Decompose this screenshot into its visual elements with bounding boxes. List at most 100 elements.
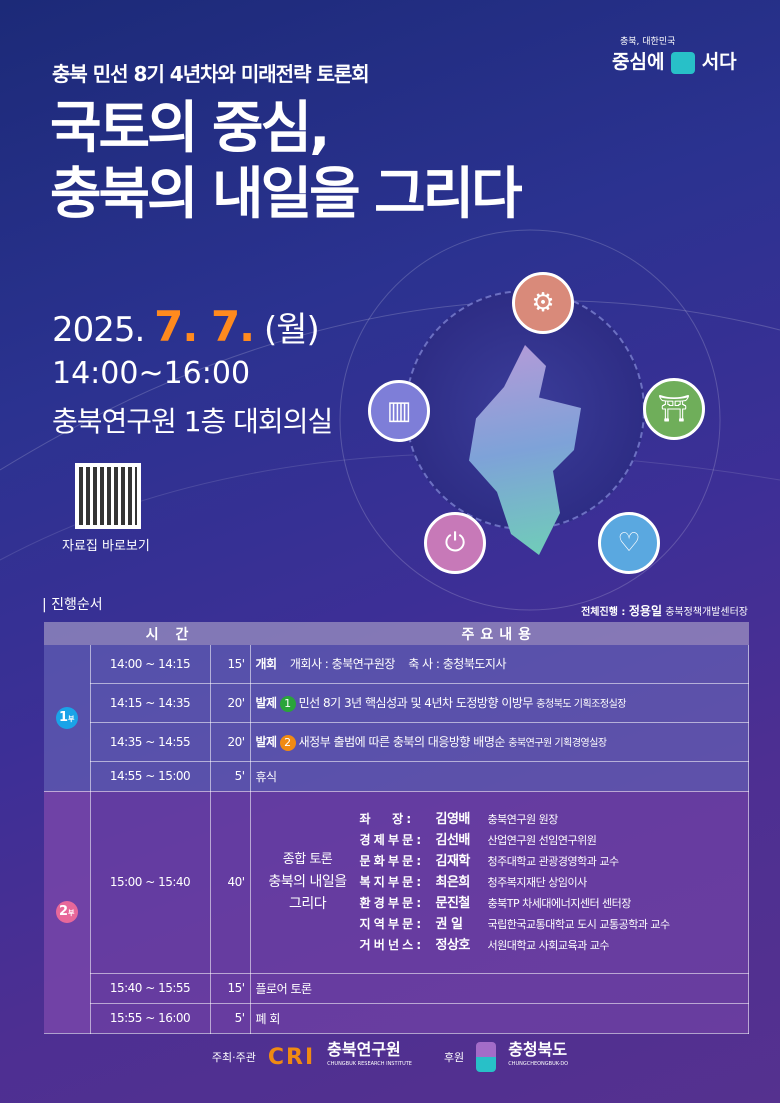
decor-arc [0, 300, 780, 471]
speaker: 배명순 [473, 734, 505, 749]
eco-plug-icon: ⏻ [424, 512, 486, 574]
slogan-small: 충북, 대한민국 [620, 37, 676, 47]
qr-label[interactable]: 자료집 바로보기 [62, 539, 150, 554]
event-place: 충북연구원 1층 대회의실 [52, 405, 333, 438]
number-badge: 2 [279, 734, 296, 751]
row-content: 발제 1 민선 8기 3년 핵심성과 및 4년차 도정방향 이방무 충청북도 기획조… [250, 683, 750, 723]
discussion-title-1: 종합 토론 [282, 852, 333, 867]
slogan-right: 서다 [701, 51, 737, 73]
title-line-1: 국토의 중심, [50, 96, 330, 161]
cri-logo: CRI [267, 1044, 316, 1070]
number-badge: 1 [279, 695, 296, 712]
date-year: 2025. [52, 310, 145, 350]
cri-en: CHUNGBUK RESEARCH INSTITUTE [327, 1061, 412, 1067]
speaker: 이방무 [501, 695, 533, 710]
row-time: 14:00 ~ 14:15 [90, 645, 211, 684]
row-time: 14:15 ~ 14:35 [90, 683, 211, 723]
speaker-org: 충북연구원 기획경영실장 [508, 737, 607, 749]
panel-org: 산업연구원 선임연구위원 [487, 833, 597, 847]
row-min: 5' [210, 1003, 251, 1034]
panel-org: 서원대학교 사회교육과 교수 [487, 938, 610, 952]
footer: 주최·주관 CRI 충북연구원 CHUNGBUK RESEARCH INSTITU… [0, 1042, 780, 1072]
panel-org: 국립한국교통대학교 도시 교통공학과 교수 [487, 917, 671, 931]
table-row: 14:15 ~ 14:35 20' 발제 1 민선 8기 3년 핵심성과 및 4년차… [44, 683, 750, 723]
row-min: 20' [210, 722, 251, 762]
row-content: 휴식 [250, 761, 750, 792]
poster-title: 국토의 중심, 충북의 내일을 그리다 [50, 96, 523, 228]
sponsor-name: 충청북도 [508, 1040, 568, 1059]
panel-name: 김선배 [435, 832, 471, 848]
date-day: (월) [263, 310, 320, 350]
panel-org: 충북연구원 원장 [487, 812, 559, 826]
host-label: 전체진행 : [581, 607, 629, 618]
section-title-text: 진행순서 [51, 597, 103, 613]
panel-name: 권 일 [435, 916, 463, 932]
panel-role: 환 경 부 문 : [359, 895, 422, 910]
opening-speech: 개회사 : 충북연구원장 [289, 657, 396, 672]
cri-name: 충북연구원 [327, 1040, 401, 1059]
part-2-badge: 2부 [55, 901, 78, 923]
panel-org: 청주대학교 관광경영학과 교수 [487, 854, 620, 868]
row-time: 15:00 ~ 15:40 [90, 791, 211, 974]
panel-role: 거 버 넌 스 : [359, 937, 422, 952]
header-content: 주요내용 [250, 622, 749, 645]
header-part [44, 622, 90, 645]
table-row: 15:55 ~ 16:00 5' 폐 회 [44, 1003, 750, 1034]
discussion-title-3: 그리다 [288, 896, 327, 912]
host-label: 주최·주관 [211, 1051, 256, 1064]
panel-org: 청주복지재단 상임이사 [487, 875, 588, 889]
sponsor-label: 후원 [443, 1051, 465, 1064]
panel-org: 충북TP 차세대에너지센터 센터장 [487, 896, 632, 910]
table-row: 15:40 ~ 15:55 15' 플로어 토론 [44, 973, 750, 1004]
table-row: 1부 14:00 ~ 14:15 15' 개회 개회사 : 충북연구원장 축 사… [44, 645, 750, 792]
panel-role: 문 화 부 문 : [359, 853, 422, 868]
table-row: 2부 15:00 ~ 15:40 40' 종합 토론 충북의 내일을 그리다 좌… [44, 791, 750, 1034]
part-1-badge: 1부 [55, 706, 78, 729]
qr-code[interactable] [75, 463, 141, 529]
program-host: 전체진행 : 정용일 충북정책개발센터장 [581, 602, 748, 619]
header-time: 시 간 [90, 622, 251, 645]
panel-role: 경 제 부 문 : [359, 832, 422, 847]
row-title: 발제 [255, 695, 278, 710]
slogan-logo: 충북, 대한민국 중심에 서다 [612, 34, 737, 74]
heritage-gate-icon: ⛩ [643, 378, 705, 440]
event-subtitle: 충북 민선 8기 4년차와 미래전략 토론회 [52, 62, 370, 86]
section-title: | 진행순서 [42, 597, 103, 613]
row-min: 15' [210, 973, 251, 1004]
table-row: 14:55 ~ 15:00 5' 휴식 [44, 761, 750, 792]
panel-name: 김영배 [435, 811, 471, 827]
row-content: 개회 개회사 : 충북연구원장 축 사 : 충청북도지사 [250, 645, 750, 684]
panel-role: 복 지 부 문 : [359, 874, 422, 889]
row-time: 14:35 ~ 14:55 [90, 722, 211, 762]
part-num: 1 [59, 709, 69, 725]
row-min: 5' [210, 761, 251, 792]
care-hands-icon: ♡ [598, 512, 660, 574]
part-num: 2 [59, 904, 69, 919]
topic: 민선 8기 3년 핵심성과 및 4년차 도정방향 [298, 695, 499, 710]
row-content: 발제 2 새정부 출범에 따른 충북의 대응방향 배명순 충북연구원 기획경영실장 [250, 722, 750, 762]
panel-name: 문진철 [435, 895, 471, 911]
host-title: 충북정책개발센터장 [665, 607, 748, 618]
row-time: 14:55 ~ 15:00 [90, 761, 211, 792]
row-time: 15:55 ~ 16:00 [90, 1003, 211, 1034]
row-title: 개회 [255, 657, 278, 672]
slogan-emblem-icon [671, 51, 696, 74]
congrats-speech: 축 사 : 충청북도지사 [408, 657, 506, 672]
part-suffix: 부 [68, 714, 75, 723]
row-time: 15:40 ~ 15:55 [90, 973, 211, 1004]
discussion-title-2: 충북의 내일을 [268, 874, 347, 890]
part-2-cell: 2부 [44, 791, 91, 1034]
event-time: 14:00~16:00 [52, 356, 251, 391]
panel-name: 김재학 [435, 853, 471, 869]
decor-ring [339, 229, 721, 611]
chungbuk-emblem-icon [476, 1042, 497, 1072]
panel-role: 좌 장 : [359, 811, 412, 826]
part-suffix: 부 [68, 909, 75, 917]
program-table: 시 간 주요내용 1부 14:00 ~ 14:15 15' 개회 개회사 : 충… [44, 622, 750, 1034]
panel-role: 지 역 부 문 : [359, 916, 422, 931]
robot-arm-icon: ⚙ [512, 272, 574, 334]
buildings-icon: ▥ [368, 380, 430, 442]
slogan-left: 중심에 [612, 51, 665, 73]
